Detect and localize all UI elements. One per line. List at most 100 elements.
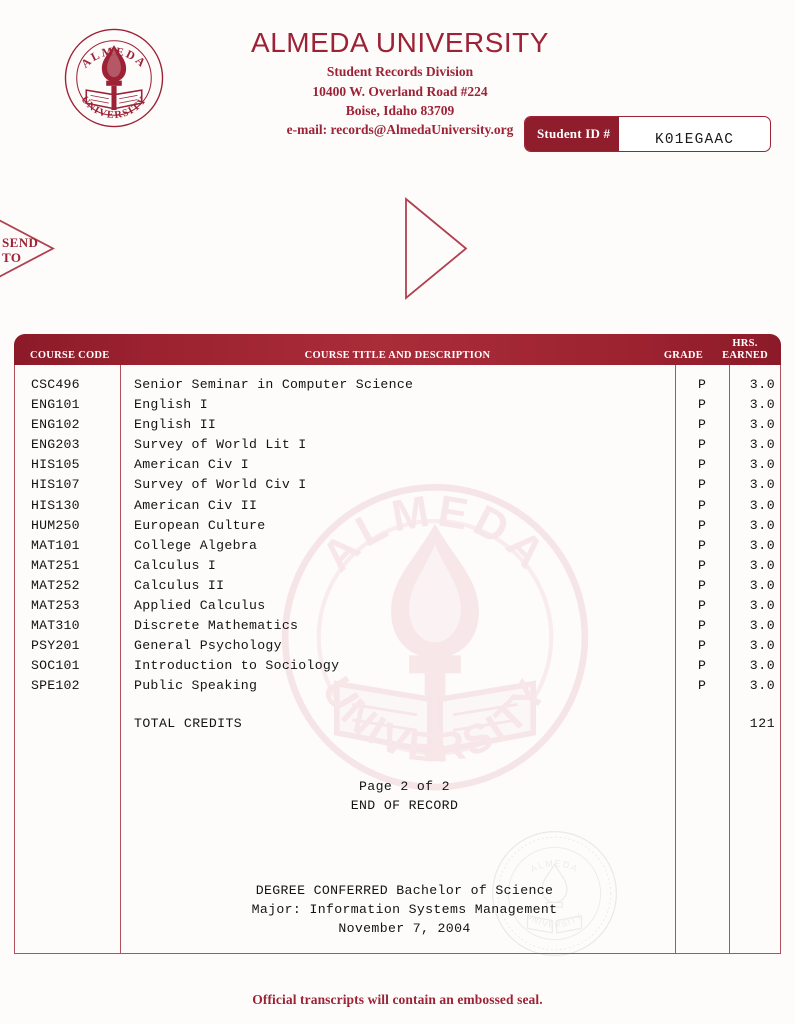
table-row: HIS130 American Civ II P 3.0: [15, 496, 780, 516]
course-code-cell: ENG203: [31, 437, 80, 453]
course-title-cell: Public Speaking: [134, 678, 258, 694]
column-header-hours-line2: EARNED: [722, 349, 768, 361]
course-hours-cell: 3.0: [749, 577, 776, 593]
university-seal-icon: ALMEDA UNIVERSITY: [64, 28, 164, 128]
column-divider-2: [675, 365, 676, 953]
course-hours-cell: 3.0: [749, 537, 776, 553]
course-hours-cell: 3.0: [749, 397, 776, 413]
column-header-course-code: COURSE CODE: [30, 350, 110, 361]
column-header-grade: GRADE: [663, 350, 703, 361]
course-grade-cell: P: [698, 477, 706, 493]
degree-major-line: Major: Information Systems Management: [251, 902, 558, 917]
course-code-cell: MAT253: [31, 598, 80, 614]
course-grade-cell: P: [698, 658, 706, 674]
degree-date-line: November 7, 2004: [338, 921, 471, 936]
total-credits-row: TOTAL CREDITS 121: [15, 713, 780, 735]
course-title-cell: English I: [134, 397, 208, 413]
course-grade-cell: P: [698, 678, 706, 694]
table-row: CSC496 Senior Seminar in Computer Science…: [15, 375, 780, 395]
course-title-cell: Calculus I: [134, 557, 217, 573]
student-id-field[interactable]: Student ID # K01EGAAC: [524, 116, 771, 152]
course-title-cell: General Psychology: [134, 638, 282, 654]
student-id-value[interactable]: K01EGAAC: [654, 132, 735, 148]
header-address-block: Student Records Division 10400 W. Overla…: [180, 62, 620, 139]
course-grade-cell: P: [698, 497, 706, 513]
page-note: Page 2 of 2 END OF RECORD: [134, 777, 675, 815]
course-code-cell: ENG102: [31, 417, 80, 433]
course-title-cell: Introduction to Sociology: [134, 658, 340, 674]
course-grade-cell: P: [698, 537, 706, 553]
column-divider-1: [120, 365, 121, 953]
course-code-cell: MAT251: [31, 557, 80, 573]
address-line: 10400 W. Overland Road #224: [312, 83, 488, 99]
table-row: ENG203 Survey of World Lit I P 3.0: [15, 435, 780, 455]
course-hours-cell: 3.0: [749, 598, 776, 614]
total-credits-value: 121: [749, 716, 776, 731]
course-hours-cell: 3.0: [749, 497, 776, 513]
course-hours-cell: 3.0: [749, 457, 776, 473]
course-hours-cell: 3.0: [749, 658, 776, 674]
column-header-hours-line1: HRS.: [732, 338, 758, 350]
course-hours-cell: 3.0: [749, 678, 776, 694]
course-hours-cell: 3.0: [749, 417, 776, 433]
course-title-cell: American Civ I: [134, 457, 249, 473]
course-code-cell: HIS107: [31, 477, 80, 493]
table-row: ENG101 English I P 3.0: [15, 395, 780, 415]
table-row: MAT310 Discrete Mathematics P 3.0: [15, 616, 780, 636]
table-row: SOC101 Introduction to Sociology P 3.0: [15, 656, 780, 676]
course-grade-cell: P: [698, 417, 706, 433]
course-code-cell: MAT310: [31, 618, 80, 634]
course-hours-cell: 3.0: [749, 517, 776, 533]
course-title-cell: Calculus II: [134, 577, 225, 593]
send-to-label-line2: TO: [2, 249, 22, 265]
course-title-cell: College Algebra: [134, 537, 258, 553]
course-grade-cell: P: [698, 517, 706, 533]
footer-note: Official transcripts will contain an emb…: [252, 992, 543, 1007]
course-title-cell: Applied Calculus: [134, 598, 266, 614]
division-line: Student Records Division: [326, 64, 474, 80]
course-grade-cell: P: [698, 437, 706, 453]
transcript-table: COURSE CODE COURSE TITLE AND DESCRIPTION…: [14, 334, 781, 954]
column-header-hours-earned: HRS. EARNED: [715, 338, 775, 361]
table-body: CSC496 Senior Seminar in Computer Science…: [14, 365, 781, 954]
email-line: e-mail: records@AlmedaUniversity.org: [286, 121, 514, 137]
course-hours-cell: 3.0: [749, 618, 776, 634]
course-title-cell: Senior Seminar in Computer Science: [134, 377, 414, 392]
table-row: HIS107 Survey of World Civ I P 3.0: [15, 475, 780, 495]
course-code-cell: MAT252: [31, 577, 80, 593]
course-hours-cell: 3.0: [749, 638, 776, 654]
course-hours-cell: 3.0: [749, 557, 776, 573]
page-number-line: Page 2 of 2: [359, 779, 450, 794]
course-grade-cell: P: [698, 397, 706, 413]
city-state-zip-line: Boise, Idaho 83709: [345, 102, 455, 118]
course-grade-cell: P: [698, 377, 706, 392]
table-row: MAT101 College Algebra P 3.0: [15, 536, 780, 556]
send-to-arrow-icon: [0, 219, 55, 278]
degree-conferred-block: DEGREE CONFERRED Bachelor of Science Maj…: [134, 881, 675, 938]
header-text-block: ALMEDA UNIVERSITY Student Records Divisi…: [180, 28, 620, 139]
send-to-label: SEND TO: [2, 235, 39, 266]
course-code-cell: MAT101: [31, 537, 80, 553]
center-arrow-icon: [405, 197, 468, 300]
table-row: HIS105 American Civ I P 3.0: [15, 455, 780, 475]
course-rows: CSC496 Senior Seminar in Computer Science…: [15, 375, 780, 697]
table-row: MAT253 Applied Calculus P 3.0: [15, 596, 780, 616]
course-title-cell: Survey of World Lit I: [134, 437, 307, 453]
course-grade-cell: P: [698, 618, 706, 634]
university-name: ALMEDA UNIVERSITY: [251, 27, 549, 58]
column-header-course-title: COURSE TITLE AND DESCRIPTION: [304, 350, 491, 361]
student-id-label: Student ID #: [525, 117, 620, 151]
course-grade-cell: P: [698, 598, 706, 614]
course-code-cell: SPE102: [31, 678, 80, 694]
course-title-cell: American Civ II: [134, 497, 258, 513]
course-grade-cell: P: [698, 457, 706, 473]
course-hours-cell: 3.0: [749, 437, 776, 453]
end-of-record-line: END OF RECORD: [350, 798, 459, 813]
document-header: ALMEDA UNIVERSITY ALMEDA UNIVERSITY Stud…: [0, 0, 795, 180]
table-row: HUM250 European Culture P 3.0: [15, 516, 780, 536]
table-row: SPE102 Public Speaking P 3.0: [15, 676, 780, 696]
send-to-label-line1: SEND: [2, 235, 39, 250]
course-code-cell: HIS105: [31, 457, 80, 473]
course-code-cell: HUM250: [31, 517, 80, 533]
